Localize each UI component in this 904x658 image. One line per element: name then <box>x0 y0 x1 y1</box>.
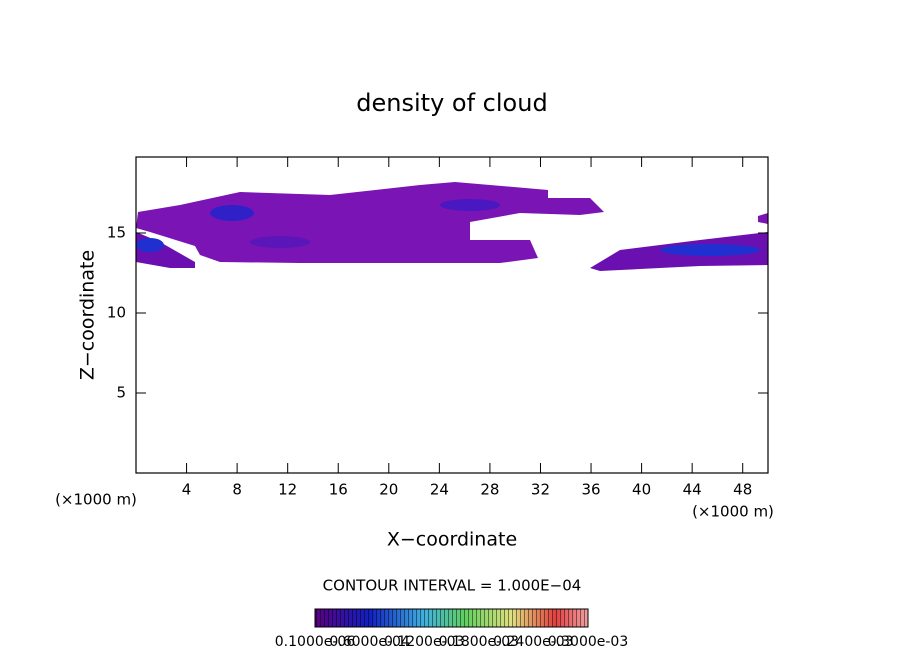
colorbar-label: 0.1200e-03 <box>384 634 464 650</box>
x-unit-label: (×1000 m) <box>55 491 137 509</box>
x-tick-label: 16 <box>329 481 348 499</box>
colorbar-label: 0.1000e-06 <box>275 634 356 650</box>
x-axis-label: X−coordinate <box>387 529 517 551</box>
x-tick-label: 4 <box>182 481 192 499</box>
y-axis-label: Z−coordinate <box>77 250 99 380</box>
contour-interval: CONTOUR INTERVAL = 1.000E−04 <box>323 577 582 595</box>
colorbar-label: 0.1800e-03 <box>439 634 519 650</box>
chart-title: density of cloud <box>356 89 547 117</box>
cloud-core <box>210 205 254 221</box>
x-tick-label: 40 <box>632 481 651 499</box>
colorbar-label: 0.2400e-03 <box>493 634 573 650</box>
x-tick-label: 28 <box>480 481 499 499</box>
x-tick-label: 36 <box>581 481 600 499</box>
cloud-core <box>250 236 310 248</box>
colorbar-label: 0.6000e-04 <box>329 634 410 650</box>
x-tick-label: 12 <box>278 481 297 499</box>
cloud-core <box>660 244 760 256</box>
cloud-region <box>758 213 768 224</box>
x-tick-label: 24 <box>430 481 449 499</box>
cloud-regions <box>136 182 768 271</box>
y-tick-label: 10 <box>107 304 126 322</box>
colorbar-stripes <box>315 609 588 627</box>
plot-frame <box>135 156 769 474</box>
cloud-core <box>136 238 164 252</box>
x-unit-label: (×1000 m) <box>692 503 774 521</box>
x-tick-label: 20 <box>379 481 398 499</box>
x-tick-label: 32 <box>531 481 550 499</box>
x-tick-label: 8 <box>232 481 242 499</box>
x-tick-label: 48 <box>733 481 752 499</box>
x-tick-label: 44 <box>683 481 702 499</box>
y-tick-label: 15 <box>107 224 126 242</box>
cloud-core <box>440 199 500 211</box>
colorbar-label: 0.3000e-03 <box>548 634 628 650</box>
cloud-region <box>136 182 604 263</box>
y-tick-label: 5 <box>116 384 126 402</box>
